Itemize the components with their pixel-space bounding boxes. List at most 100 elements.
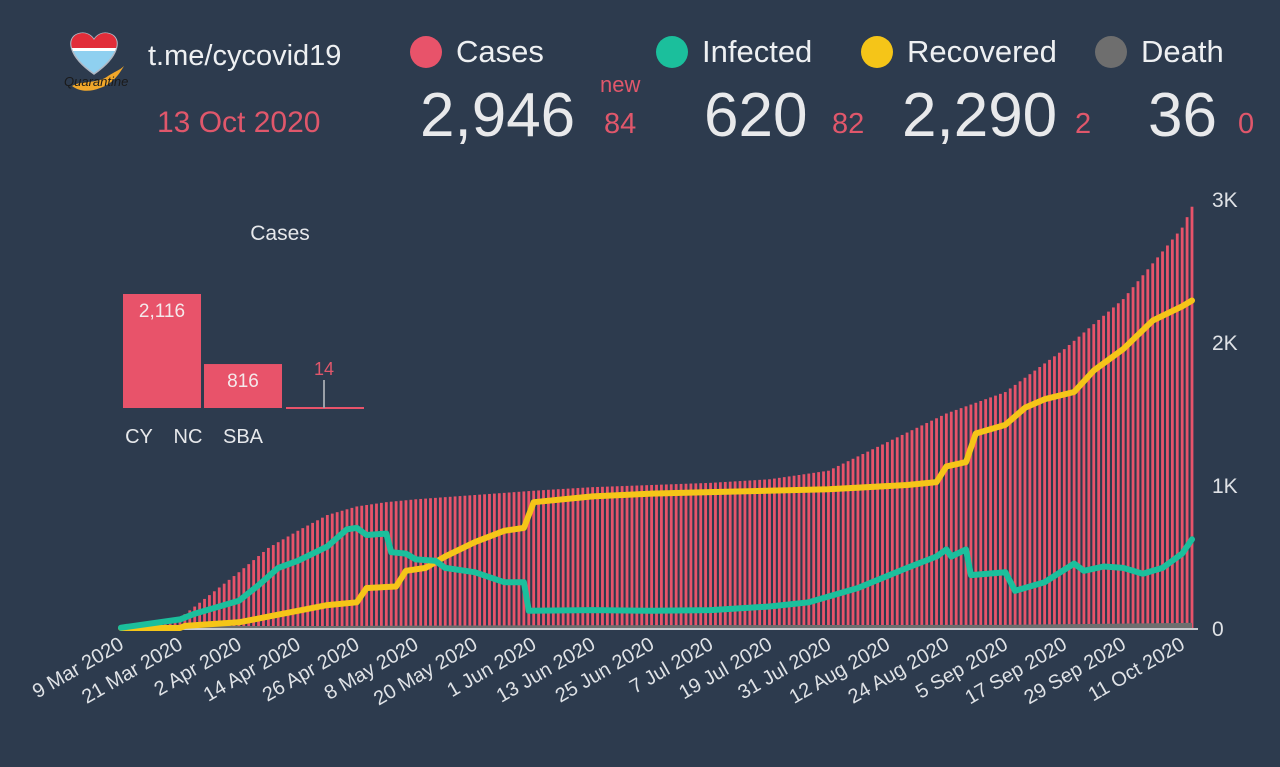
cases-bar [866,451,870,628]
cases-bar [566,488,570,628]
cases-bar [1141,275,1145,628]
cases-bar [1048,359,1051,628]
legend-label: Death [1141,34,1224,69]
legend-death: Death [1095,34,1224,70]
cases-bar [679,483,683,628]
cases-bar [468,495,472,628]
cases-bar [375,503,378,628]
cases-bar [178,617,182,628]
death-area [121,622,1192,628]
cases-bar [1185,217,1189,628]
cases-dot-icon [410,36,442,68]
cases-bar [856,456,860,628]
cases-bar [547,489,550,628]
cases-bar [1107,311,1110,628]
cases-bar [517,491,521,628]
cases-bar [984,399,988,628]
cases-bar [473,495,477,628]
cases-bar [610,486,614,628]
y-tick-label: 3K [1212,189,1238,212]
cases-bar [723,481,727,628]
cases-bar [718,482,722,628]
cases-bar [188,610,192,628]
cases-bar [448,496,452,628]
cyprus-map-icon [72,66,124,91]
cases-bar [620,486,624,628]
line-series [118,297,1195,631]
cases-bar [507,492,511,628]
cases-bar [1146,269,1150,628]
cases-bar [404,500,408,628]
cases-bar [605,486,609,628]
cases-bar [802,474,806,628]
cases-bar [483,494,486,628]
cases-bar [596,486,599,628]
new-label: new [600,72,641,97]
cases-bar [1072,340,1076,628]
cases-bar [1043,363,1047,628]
cases-bar [266,547,270,628]
cases-bar [183,614,187,628]
cases-bar [841,463,845,628]
cases-bar [306,525,310,628]
y-tick-label: 0 [1212,618,1224,641]
cases-new: 84 [604,108,637,140]
cases-bar [684,483,688,628]
cases-bar [399,500,403,628]
region-bar-label: 14 [314,359,334,379]
cases-bar [1170,239,1174,628]
cases-bar [556,489,560,628]
quarantine-logo: Quarantine [64,32,128,91]
cases-bar [935,418,938,628]
cases-bar [1097,319,1101,628]
cases-bar [173,619,177,628]
cases-bar [846,461,850,628]
cases-bar [1116,303,1120,628]
cases-bar [709,482,712,628]
cases-bar [940,415,943,628]
cases-bar [969,404,973,628]
cases-bar [1166,245,1169,628]
cases-bar [669,484,673,628]
cases-bar [979,400,983,628]
cases-bar [797,474,801,628]
cases-bar [964,406,968,628]
cases-bar [193,606,197,628]
cases-bar [488,493,491,628]
cases-bar [1087,328,1091,628]
cases-bar [635,485,639,628]
cases-bar [1136,281,1140,628]
region-category-label: NC [174,426,203,448]
cases-bar [591,487,595,628]
cases-bar [581,487,585,628]
cases-bar [296,530,300,628]
cases-bar [890,439,894,628]
channel-link[interactable]: t.me/cycovid19 [148,40,342,72]
legend-label: Infected [702,34,813,69]
cases-bar [660,484,663,628]
recovered-line [118,297,1195,631]
recovered-total: 2,290 [902,81,1058,150]
cases-bar [542,490,545,628]
recovered-dot-icon [861,36,893,68]
cases-bar [881,444,884,628]
cases-bar [257,556,260,628]
cases-bar [954,409,958,628]
cases-bar [335,512,339,628]
cases-bar [389,501,393,628]
cases-bar [1092,324,1096,628]
cases-bar [419,498,423,628]
cases-total: 2,946 [420,81,576,150]
cases-bar [497,493,501,628]
cases-bar [615,486,619,628]
cases-bar [1003,392,1007,628]
cases-bar [959,408,963,628]
cases-bar [861,454,865,628]
cases-bar [1053,356,1056,628]
region-bar [123,294,201,408]
cases-bar [694,483,698,628]
cases-bar [1077,336,1081,628]
cases-bar [301,528,305,628]
cases-bar [1111,307,1115,628]
cases-bar [743,480,747,628]
